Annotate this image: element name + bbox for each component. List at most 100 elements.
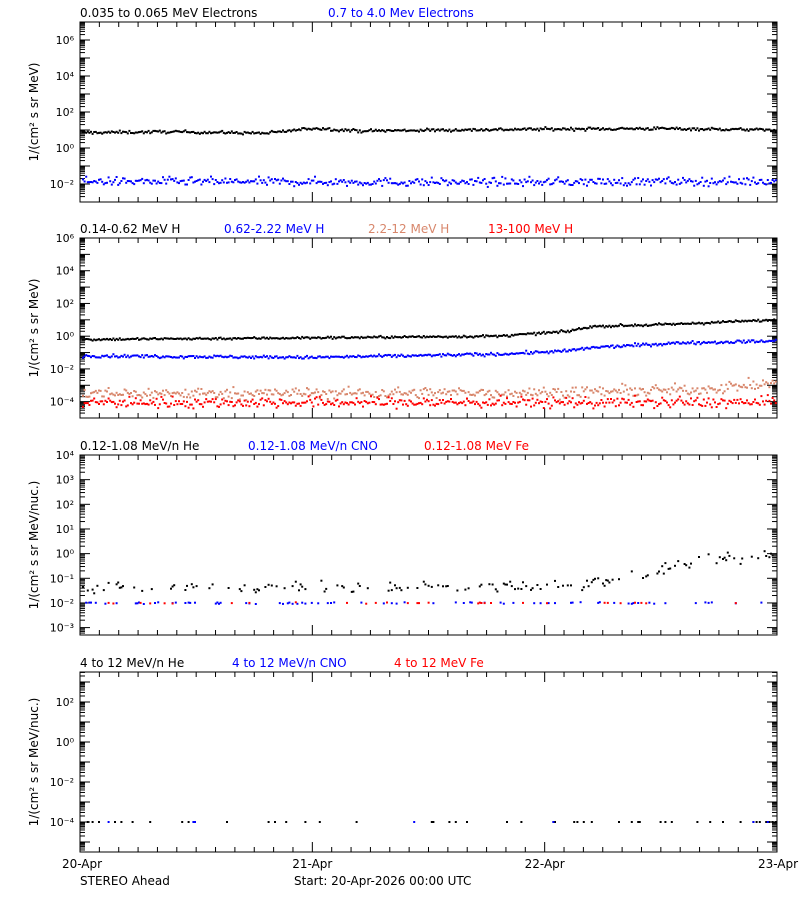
data-point — [96, 391, 99, 394]
data-point — [390, 397, 393, 400]
data-point — [421, 178, 424, 181]
data-point — [230, 401, 233, 403]
data-point — [458, 182, 460, 185]
data-point — [387, 129, 390, 131]
y-tick-label: 10⁻⁴ — [50, 816, 75, 829]
data-point — [275, 585, 278, 588]
data-point — [216, 354, 219, 357]
data-point — [386, 354, 388, 357]
data-point — [709, 387, 712, 390]
data-point — [592, 345, 595, 348]
data-point — [675, 341, 678, 344]
data-point — [389, 393, 392, 396]
data-point — [453, 129, 456, 132]
data-point — [742, 402, 745, 405]
data-point — [627, 393, 630, 396]
data-point — [333, 397, 336, 400]
data-point — [613, 601, 616, 604]
data-point — [131, 354, 134, 357]
data-point — [570, 601, 572, 604]
data-point — [261, 397, 264, 400]
data-point — [629, 183, 632, 186]
data-point — [683, 322, 686, 325]
data-point — [357, 400, 360, 403]
data-point — [517, 396, 520, 399]
data-point — [554, 388, 556, 391]
data-point — [714, 388, 716, 391]
data-point — [392, 393, 395, 396]
data-point — [166, 405, 169, 408]
data-point — [107, 355, 110, 358]
data-point — [710, 126, 713, 129]
data-point — [610, 390, 612, 393]
data-point — [648, 601, 651, 604]
data-point — [766, 340, 769, 343]
data-point — [152, 337, 155, 340]
data-point — [610, 326, 612, 329]
data-point — [744, 341, 747, 344]
data-point — [298, 357, 300, 360]
data-point — [419, 336, 422, 339]
data-point — [422, 335, 425, 337]
data-point — [493, 353, 496, 356]
data-point — [490, 129, 492, 132]
legend-label: 2.2-12 MeV H — [368, 222, 449, 236]
data-point — [414, 336, 417, 338]
data-point — [582, 586, 585, 589]
data-point — [464, 391, 467, 394]
data-point — [114, 402, 116, 405]
data-point — [645, 575, 648, 578]
data-point — [506, 182, 508, 185]
data-point — [683, 563, 686, 565]
data-point — [698, 392, 700, 395]
data-point — [419, 128, 422, 131]
data-point — [373, 129, 376, 132]
data-point — [275, 179, 278, 182]
data-point — [522, 333, 524, 336]
data-point — [442, 128, 444, 131]
data-point — [728, 380, 731, 383]
data-point — [152, 400, 155, 403]
data-point — [378, 335, 380, 338]
data-point — [298, 183, 300, 186]
data-point — [128, 180, 131, 183]
data-point — [136, 179, 139, 182]
data-point — [714, 321, 716, 324]
data-point — [747, 178, 750, 181]
data-point — [630, 344, 633, 347]
data-point — [624, 345, 627, 348]
data-point — [454, 355, 457, 358]
data-point — [754, 387, 756, 390]
data-point — [182, 395, 185, 398]
data-point — [275, 406, 278, 409]
data-point — [694, 602, 697, 605]
data-point — [118, 182, 121, 185]
data-point — [707, 322, 710, 324]
data-point — [539, 180, 542, 183]
data-point — [134, 397, 137, 400]
data-point — [574, 180, 577, 183]
data-point — [422, 184, 425, 187]
start-time-label: Start: 20-Apr-2026 00:00 UTC — [294, 874, 472, 888]
data-point — [309, 182, 312, 185]
data-point — [245, 131, 248, 134]
data-point — [83, 355, 86, 358]
data-point — [560, 180, 563, 183]
data-point — [731, 127, 734, 130]
data-point — [579, 128, 582, 131]
data-point — [277, 392, 280, 395]
data-point — [658, 127, 660, 130]
data-point — [632, 178, 635, 181]
data-point — [693, 127, 696, 130]
data-point — [285, 389, 288, 392]
data-point — [499, 601, 502, 604]
data-point — [526, 399, 529, 402]
data-point — [267, 821, 270, 823]
data-point — [117, 581, 120, 584]
data-point — [493, 176, 496, 179]
data-point — [400, 353, 403, 356]
data-point — [715, 406, 718, 408]
data-point — [272, 181, 275, 184]
data-point — [107, 130, 110, 133]
data-point — [362, 336, 364, 339]
